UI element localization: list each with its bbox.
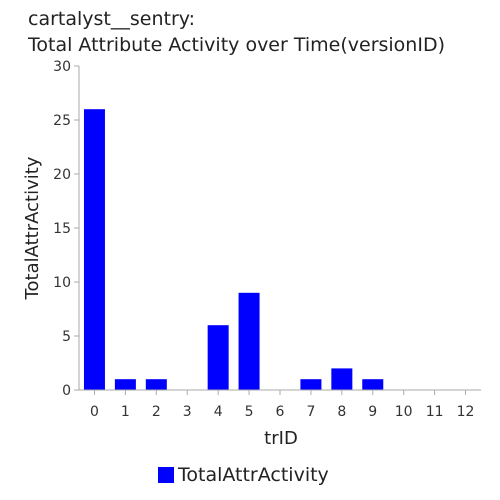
legend: TotalAttrActivity xyxy=(158,464,329,486)
x-tick-label: 4 xyxy=(214,404,223,420)
x-tick-label: 11 xyxy=(426,404,444,420)
x-tick-label: 0 xyxy=(90,404,99,420)
x-tick-label: 3 xyxy=(183,404,192,420)
bar-1 xyxy=(114,379,136,390)
bar-7 xyxy=(300,379,322,390)
chart-title-line1: cartalyst__sentry: xyxy=(28,8,196,30)
y-tick-label: 5 xyxy=(62,329,71,345)
x-tick-label: 12 xyxy=(457,404,475,420)
x-tick-label: 10 xyxy=(395,404,413,420)
x-tick-label: 2 xyxy=(152,404,161,420)
y-tick-label: 20 xyxy=(53,167,71,183)
x-tick-label: 5 xyxy=(245,404,254,420)
x-tick-label: 8 xyxy=(337,404,346,420)
bar-0 xyxy=(83,109,105,390)
y-axis-label: TotalAttrActivity xyxy=(22,156,43,300)
bar-4 xyxy=(207,325,229,390)
chart-title-line2: Total Attribute Activity over Time(versi… xyxy=(28,34,445,56)
y-tick-label: 30 xyxy=(53,59,71,75)
x-tick-label: 6 xyxy=(276,404,285,420)
bar-8 xyxy=(331,368,353,390)
bar-2 xyxy=(145,379,167,390)
legend-swatch xyxy=(158,467,174,483)
bar-9 xyxy=(362,379,384,390)
x-axis-label: trID xyxy=(264,428,298,449)
y-tick-label: 0 xyxy=(62,383,71,399)
y-tick-label: 10 xyxy=(53,275,71,291)
x-tick-label: 7 xyxy=(306,404,315,420)
y-tick-label: 25 xyxy=(53,113,71,129)
y-tick-label: 15 xyxy=(53,221,71,237)
bar-5 xyxy=(238,292,260,390)
legend-label: TotalAttrActivity xyxy=(178,464,329,486)
x-tick-label: 1 xyxy=(121,404,130,420)
x-tick-label: 9 xyxy=(368,404,377,420)
